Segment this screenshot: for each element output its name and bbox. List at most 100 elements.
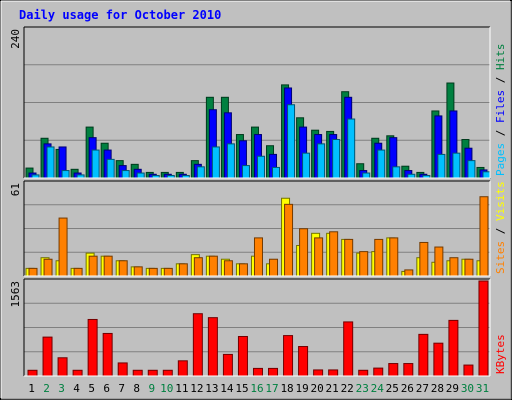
day-label-21: 21 xyxy=(326,382,339,395)
bar-kbytes-day-10 xyxy=(162,369,173,377)
plot-area: 240 Pages / Files / Hits 61 Sites / Visits 1… xyxy=(9,26,507,395)
bar-kbytes-day-26 xyxy=(403,363,414,377)
bar-pages-day-23 xyxy=(362,172,371,179)
bar-pages-day-14 xyxy=(226,143,235,179)
bar-pages-day-7 xyxy=(121,170,130,179)
bar-kbytes-day-20 xyxy=(313,369,324,377)
bar-pages-day-24 xyxy=(377,149,386,179)
bar-pages-day-19 xyxy=(302,152,311,179)
legend-visits-sites: Sites / Visits xyxy=(494,181,507,274)
legend-entry-hits-files-pages-2: Files xyxy=(494,90,507,123)
ymax-label-hits-files-pages: 240 xyxy=(9,29,22,49)
bar-kbytes-day-29 xyxy=(448,319,459,377)
bar-pages-day-29 xyxy=(452,152,461,179)
bar-sites-day-11 xyxy=(178,263,188,277)
bar-sites-day-29 xyxy=(449,257,459,277)
day-label-14: 14 xyxy=(220,382,234,395)
day-label-2: 2 xyxy=(43,382,50,395)
bar-sites-day-5 xyxy=(88,255,98,277)
bar-kbytes-day-16 xyxy=(252,367,263,377)
bar-sites-day-3 xyxy=(58,217,68,277)
bar-kbytes-day-13 xyxy=(207,317,218,377)
day-label-19: 19 xyxy=(295,382,308,395)
bar-sites-day-18 xyxy=(284,203,294,277)
bar-kbytes-day-7 xyxy=(117,362,128,377)
bar-pages-day-22 xyxy=(347,118,356,179)
day-label-20: 20 xyxy=(311,382,324,395)
bar-kbytes-day-25 xyxy=(388,363,399,377)
bar-kbytes-day-12 xyxy=(192,313,203,377)
bar-pages-day-6 xyxy=(106,158,115,179)
day-label-11: 11 xyxy=(175,382,188,395)
day-label-9: 9 xyxy=(148,382,155,395)
day-label-5: 5 xyxy=(88,382,95,395)
day-label-27: 27 xyxy=(416,382,429,395)
bar-pages-day-2 xyxy=(46,146,55,179)
bar-sites-day-19 xyxy=(299,228,309,277)
bar-sites-day-20 xyxy=(314,237,324,277)
bar-kbytes-day-31 xyxy=(478,280,489,377)
day-label-10: 10 xyxy=(160,382,173,395)
bar-sites-day-30 xyxy=(464,258,474,277)
day-label-25: 25 xyxy=(386,382,399,395)
day-label-26: 26 xyxy=(401,382,414,395)
bar-pages-day-30 xyxy=(467,160,476,179)
day-label-28: 28 xyxy=(431,382,444,395)
day-label-4: 4 xyxy=(73,382,80,395)
bar-kbytes-day-14 xyxy=(222,353,233,377)
bar-pages-day-31 xyxy=(482,171,491,179)
bar-kbytes-day-11 xyxy=(177,360,188,377)
ymax-label-visits-sites: 61 xyxy=(9,183,22,196)
bar-pages-day-15 xyxy=(241,165,250,179)
bar-kbytes-day-9 xyxy=(147,369,158,377)
bar-kbytes-day-5 xyxy=(87,318,98,377)
legend-hits-files-pages: Pages / Files / Hits xyxy=(494,44,507,177)
bar-sites-day-16 xyxy=(253,237,263,277)
bar-kbytes-day-24 xyxy=(373,367,384,377)
bar-kbytes-day-2 xyxy=(42,336,53,377)
bar-pages-day-25 xyxy=(392,166,401,179)
bar-sites-day-31 xyxy=(479,196,489,277)
bar-sites-day-27 xyxy=(419,241,429,277)
bar-pages-day-5 xyxy=(91,149,100,179)
bar-pages-day-20 xyxy=(317,143,326,179)
bar-kbytes-day-3 xyxy=(57,357,68,377)
bar-sites-day-15 xyxy=(238,263,248,277)
bar-kbytes-day-28 xyxy=(433,342,444,377)
bar-sites-day-1 xyxy=(28,267,38,277)
bar-sites-day-2 xyxy=(43,258,53,277)
bar-kbytes-day-17 xyxy=(268,367,279,377)
day-label-18: 18 xyxy=(280,382,293,395)
legend-kbytes: KBytes xyxy=(494,334,507,374)
bar-sites-day-21 xyxy=(329,231,339,277)
day-label-31: 31 xyxy=(476,382,489,395)
bar-sites-day-14 xyxy=(223,260,233,277)
legend-entry-kbytes-0: KBytes xyxy=(494,334,507,374)
bar-pages-day-17 xyxy=(272,166,281,179)
day-label-3: 3 xyxy=(58,382,65,395)
bar-kbytes-day-19 xyxy=(298,346,309,377)
bar-pages-day-8 xyxy=(136,172,145,179)
day-label-13: 13 xyxy=(205,382,218,395)
bar-sites-day-6 xyxy=(103,255,113,277)
day-label-1: 1 xyxy=(28,382,35,395)
day-label-29: 29 xyxy=(446,382,459,395)
legend-entry-visits-sites-0: Sites xyxy=(494,241,507,274)
bar-sites-day-28 xyxy=(434,246,444,277)
ymax-label-kbytes: 1563 xyxy=(9,281,22,308)
bar-sites-day-8 xyxy=(133,266,143,277)
bar-kbytes-day-6 xyxy=(102,332,113,377)
legend-entry-hits-files-pages-1: / xyxy=(494,123,507,143)
bar-kbytes-day-15 xyxy=(237,335,248,377)
bar-sites-day-7 xyxy=(118,260,128,277)
bar-pages-day-16 xyxy=(256,155,265,179)
bar-kbytes-day-27 xyxy=(418,333,429,377)
bar-sites-day-10 xyxy=(163,267,173,277)
bar-sites-day-24 xyxy=(374,238,384,277)
legend-entry-visits-sites-1: / xyxy=(494,221,507,241)
bar-kbytes-day-22 xyxy=(343,321,354,377)
day-label-17: 17 xyxy=(265,382,278,395)
bar-sites-day-23 xyxy=(359,251,369,277)
bar-pages-day-13 xyxy=(211,146,220,179)
bar-kbytes-day-4 xyxy=(72,369,83,377)
